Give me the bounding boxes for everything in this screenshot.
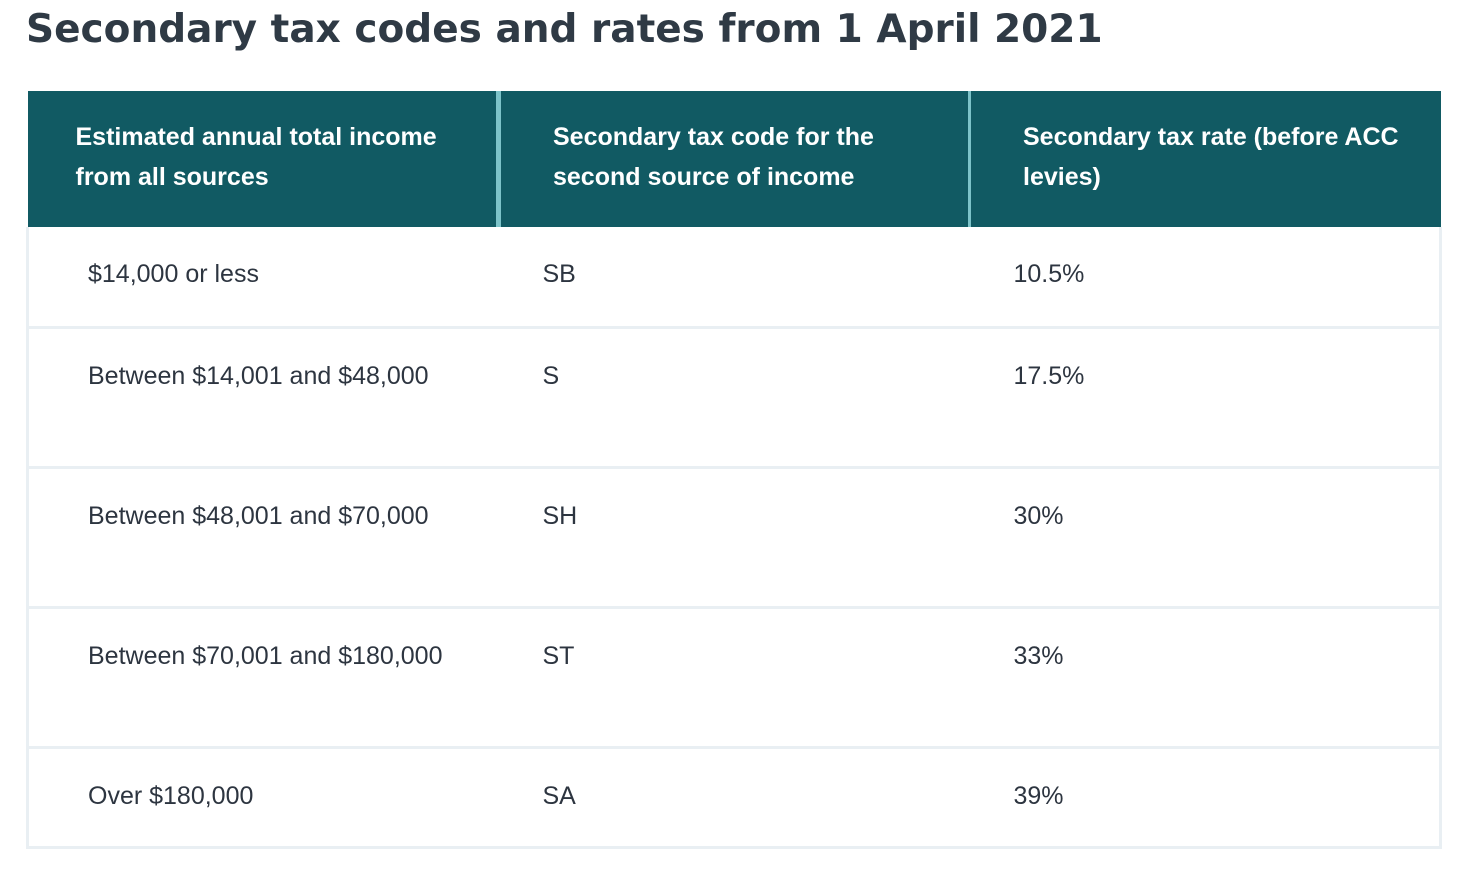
tax-code-cell: SB xyxy=(498,227,970,329)
tax-rate-cell: 33% xyxy=(969,607,1442,749)
income-text: Between $14,001 and $48,000 xyxy=(88,361,429,390)
table-row: Between $70,001 and $180,000 ST 33% xyxy=(26,607,1442,749)
table-body: $14,000 or less SB 10.5% Between $14,001… xyxy=(26,227,1442,849)
header-tax-rate: Secondary tax rate (before ACC levies) xyxy=(969,91,1441,227)
income-cell: Between $48,001 and $70,000 xyxy=(26,467,499,609)
income-cell: $14,000 or less xyxy=(26,227,499,329)
tax-rate-cell: 39% xyxy=(969,747,1442,849)
header-income: Estimated annual total income from all s… xyxy=(27,91,501,227)
tax-rate-cell: 30% xyxy=(969,467,1442,609)
income-cell: Between $14,001 and $48,000 xyxy=(26,327,499,469)
tax-code-cell: SA xyxy=(498,747,970,849)
table-header: Estimated annual total income from all s… xyxy=(27,91,1441,227)
header-tax-code: Secondary tax code for the second source… xyxy=(498,91,971,227)
tax-rate-cell: 17.5% xyxy=(969,327,1442,469)
tax-code-cell: SH xyxy=(498,467,970,609)
table-row: Between $48,001 and $70,000 SH 30% xyxy=(26,467,1442,609)
income-text: $14,000 or less xyxy=(88,260,259,288)
income-text: Between $70,001 and $180,000 xyxy=(88,641,443,670)
table-row: Over $180,000 SA 39% xyxy=(26,747,1442,849)
page-title: Secondary tax codes and rates from 1 Apr… xyxy=(26,7,1103,52)
income-text: Over $180,000 xyxy=(88,781,254,810)
tax-code-cell: ST xyxy=(498,607,970,749)
income-cell: Over $180,000 xyxy=(26,747,499,849)
header-row: Estimated annual total income from all s… xyxy=(27,91,1441,227)
table-row: $14,000 or less SB 10.5% xyxy=(26,227,1442,329)
income-cell: Between $70,001 and $180,000 xyxy=(26,607,499,749)
income-text: Between $48,001 and $70,000 xyxy=(88,501,429,530)
tax-code-cell: S xyxy=(498,327,970,469)
table-row: Between $14,001 and $48,000 S 17.5% xyxy=(26,327,1442,469)
tax-rate-cell: 10.5% xyxy=(969,227,1442,329)
tax-codes-table: Estimated annual total income from all s… xyxy=(26,91,1442,849)
